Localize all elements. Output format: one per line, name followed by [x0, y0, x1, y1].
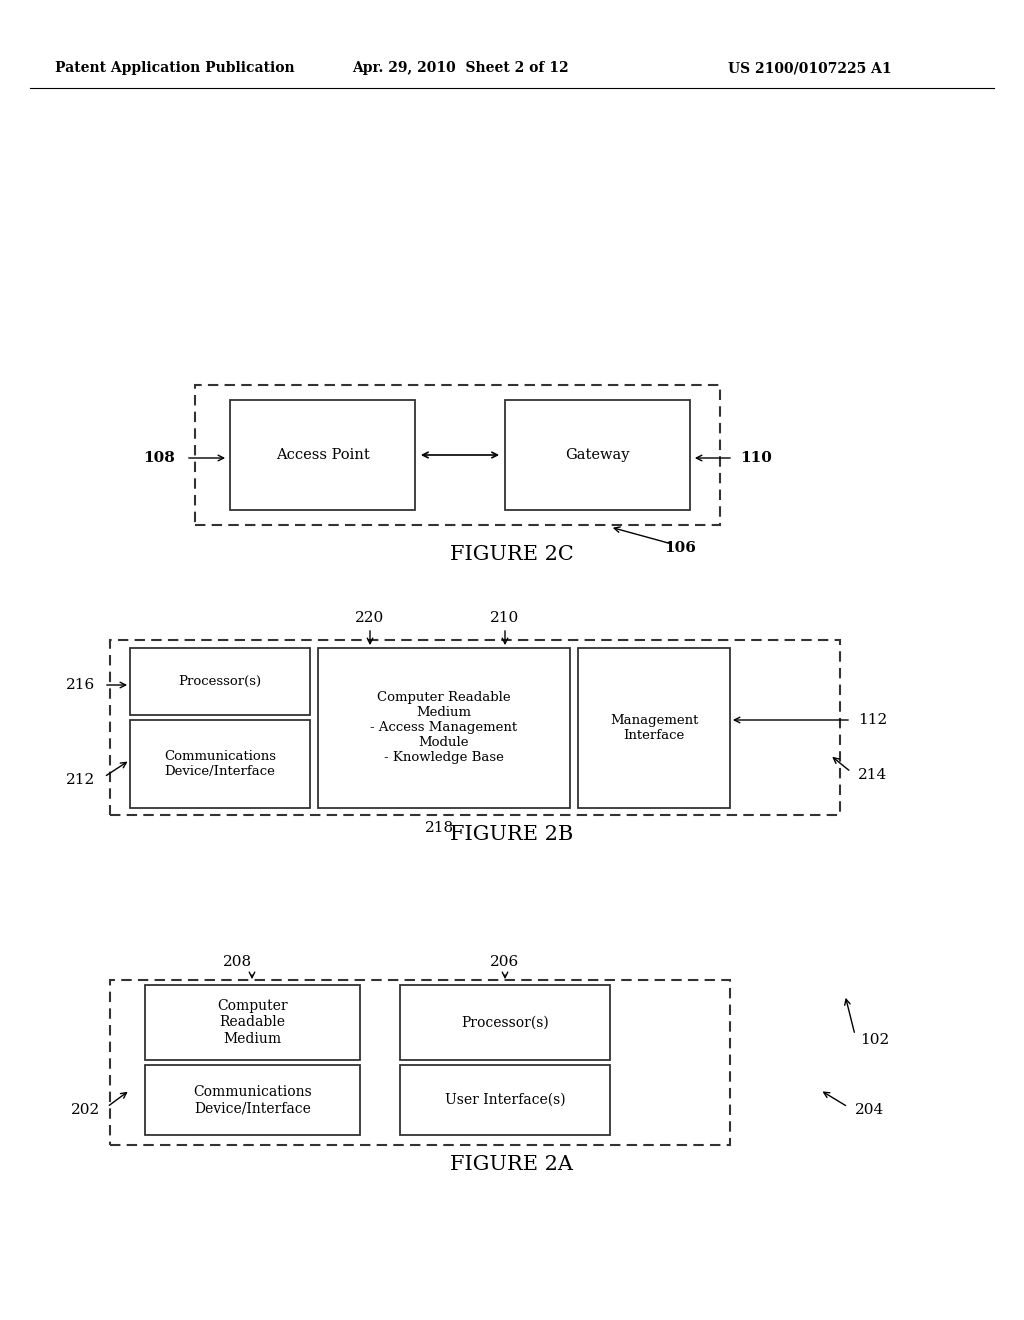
Text: US 2100/0107225 A1: US 2100/0107225 A1	[728, 61, 892, 75]
Bar	[230, 400, 415, 510]
Bar	[400, 1065, 610, 1135]
Bar	[400, 985, 610, 1060]
Text: Management
Interface: Management Interface	[610, 714, 698, 742]
Bar	[110, 640, 840, 814]
Text: Communications
Device/Interface: Communications Device/Interface	[164, 750, 276, 777]
Text: FIGURE 2C: FIGURE 2C	[451, 545, 573, 565]
Text: 208: 208	[223, 954, 252, 969]
Bar	[505, 400, 690, 510]
Text: FIGURE 2B: FIGURE 2B	[451, 825, 573, 845]
Text: Computer Readable
Medium
- Access Management
Module
- Knowledge Base: Computer Readable Medium - Access Manage…	[371, 692, 517, 764]
Text: FIGURE 2A: FIGURE 2A	[451, 1155, 573, 1175]
Bar	[130, 719, 310, 808]
Text: 212: 212	[66, 774, 95, 787]
Text: Patent Application Publication: Patent Application Publication	[55, 61, 295, 75]
Text: Apr. 29, 2010  Sheet 2 of 12: Apr. 29, 2010 Sheet 2 of 12	[351, 61, 568, 75]
Text: Processor(s): Processor(s)	[178, 675, 261, 688]
Text: 206: 206	[490, 954, 519, 969]
Text: 202: 202	[71, 1104, 100, 1117]
Text: Communications
Device/Interface: Communications Device/Interface	[194, 1085, 312, 1115]
Text: 220: 220	[355, 611, 385, 624]
Text: Access Point: Access Point	[275, 447, 370, 462]
Text: User Interface(s): User Interface(s)	[444, 1093, 565, 1107]
Text: 216: 216	[66, 678, 95, 692]
Text: Gateway: Gateway	[565, 447, 630, 462]
Bar	[195, 385, 720, 525]
Text: 210: 210	[490, 611, 519, 624]
Text: 106: 106	[664, 541, 696, 554]
Text: 112: 112	[858, 713, 887, 727]
Text: 204: 204	[855, 1104, 885, 1117]
Bar	[110, 979, 730, 1144]
Bar	[145, 985, 360, 1060]
Text: 214: 214	[858, 768, 887, 781]
Text: 102: 102	[860, 1034, 889, 1047]
Bar	[130, 648, 310, 715]
Text: 218: 218	[425, 821, 455, 836]
Text: 108: 108	[143, 451, 175, 465]
Bar	[318, 648, 570, 808]
Bar	[578, 648, 730, 808]
Bar	[145, 1065, 360, 1135]
Text: Computer
Readable
Medium: Computer Readable Medium	[217, 999, 288, 1045]
Text: Processor(s): Processor(s)	[461, 1015, 549, 1030]
Text: 110: 110	[740, 451, 772, 465]
